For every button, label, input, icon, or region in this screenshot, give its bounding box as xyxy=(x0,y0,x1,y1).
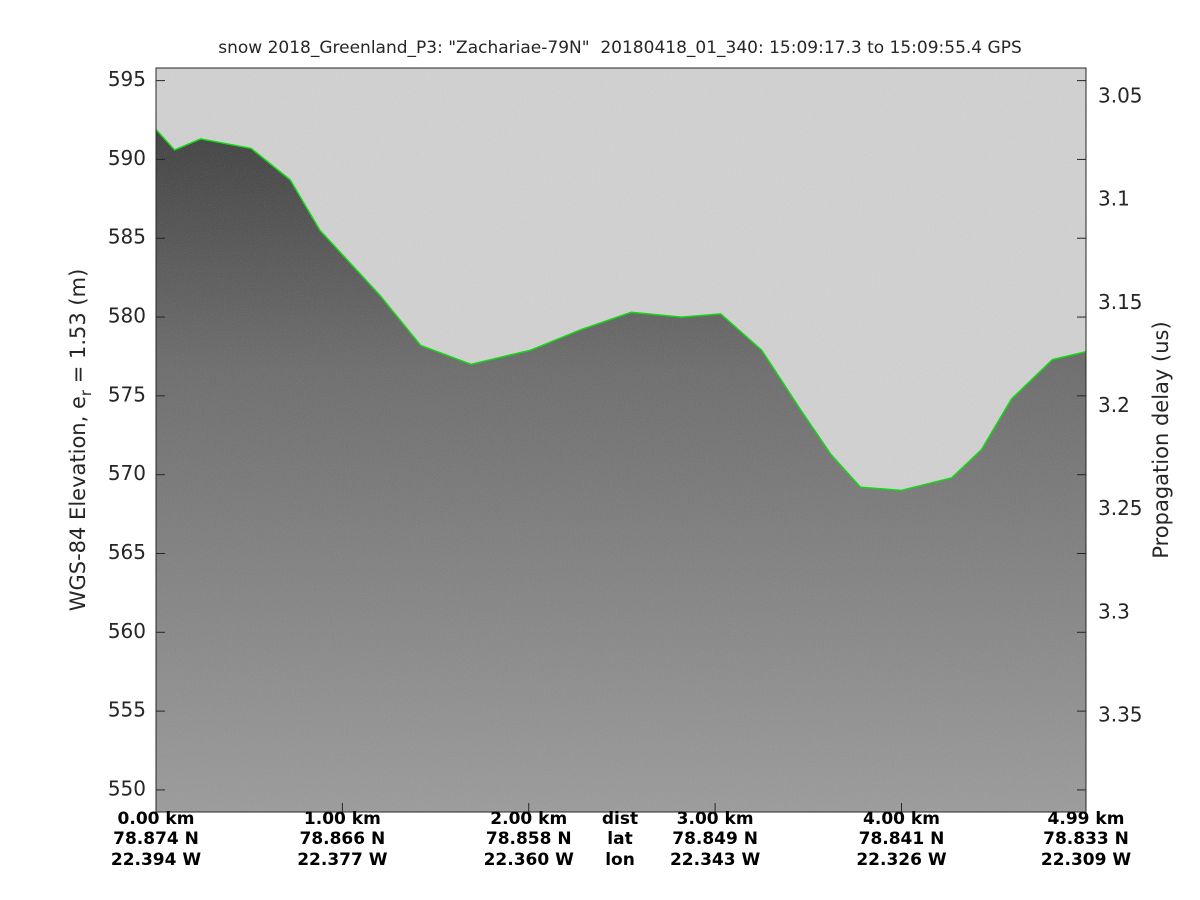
y-tick-label: 565 xyxy=(108,540,146,564)
lon-label: 22.377 W xyxy=(297,850,388,870)
chart-title: snow 2018_Greenland_P3: "Zachariae-79N" … xyxy=(218,38,1021,58)
lon-label: 22.360 W xyxy=(484,850,575,870)
y-label-part: = 1.53 (m) xyxy=(66,269,90,390)
x-tick-label: 0.00 km xyxy=(118,809,195,829)
lat-label: 78.849 N xyxy=(672,829,758,849)
y2-tick-label: 3.2 xyxy=(1098,393,1130,417)
lat-label: 78.866 N xyxy=(299,829,385,849)
y-tick-label: 575 xyxy=(108,382,146,406)
row-label: lat xyxy=(607,829,632,849)
lon-label: 22.343 W xyxy=(670,850,761,870)
y2-tick-label: 3.35 xyxy=(1098,703,1143,727)
y2-tick-label: 3.3 xyxy=(1098,599,1130,623)
x-tick-label: 4.00 km xyxy=(863,809,940,829)
y2-tick-label: 3.05 xyxy=(1098,83,1143,107)
x-tick-label: 2.00 km xyxy=(490,809,567,829)
y-tick-label: 590 xyxy=(108,146,146,170)
y2-tick-label: 3.25 xyxy=(1098,496,1143,520)
y-tick-label: 585 xyxy=(108,225,146,249)
y2-tick-label: 3.15 xyxy=(1098,290,1143,314)
x-tick-label: 4.99 km xyxy=(1048,809,1125,829)
x-tick-label: 1.00 km xyxy=(304,809,381,829)
y-label-sub: r xyxy=(77,389,95,396)
lon-label: 22.394 W xyxy=(111,850,202,870)
y2-axis-label: Propagation delay (us) xyxy=(1149,321,1173,558)
plot-frame xyxy=(155,67,1087,813)
lat-label: 78.858 N xyxy=(486,829,572,849)
speckle xyxy=(156,68,1086,812)
x-tick-label: 3.00 km xyxy=(677,809,754,829)
y-tick-label: 595 xyxy=(108,67,146,91)
lat-label: 78.841 N xyxy=(859,829,945,849)
lon-label: 22.326 W xyxy=(856,850,947,870)
row-label: lon xyxy=(605,850,635,870)
y-tick-label: 580 xyxy=(108,304,146,328)
lat-label: 78.833 N xyxy=(1043,829,1129,849)
y-label-part: WGS-84 Elevation, e xyxy=(66,396,90,611)
lon-label: 22.309 W xyxy=(1041,850,1132,870)
y2-tick-label: 3.1 xyxy=(1098,187,1130,211)
lat-label: 78.874 N xyxy=(113,829,199,849)
y-tick-label: 555 xyxy=(108,698,146,722)
y-tick-label: 550 xyxy=(108,776,146,800)
y-axis-label: WGS-84 Elevation, er = 1.53 (m) xyxy=(66,269,95,612)
y-tick-label: 560 xyxy=(108,619,146,643)
y-tick-label: 570 xyxy=(108,461,146,485)
row-label: dist xyxy=(602,809,638,829)
